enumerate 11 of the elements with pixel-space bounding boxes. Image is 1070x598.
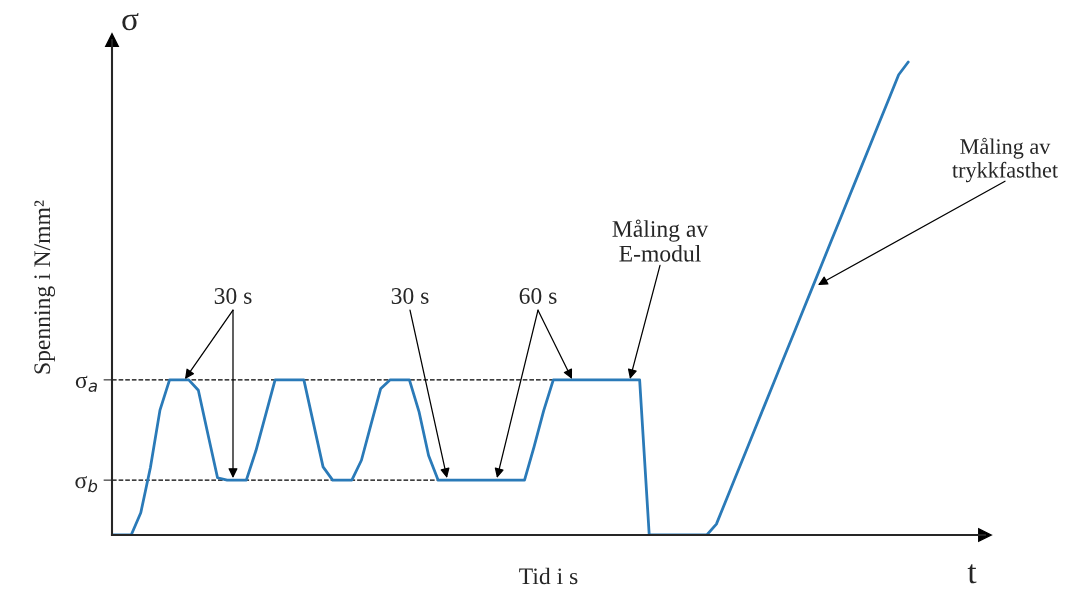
annotation: 30 s — [214, 287, 252, 304]
x-axis-title: Tid i s — [519, 567, 578, 585]
y-axis-title: Spenning i N/mm² — [34, 200, 56, 374]
annotation: 60 s — [519, 287, 557, 304]
annotation: Måling av E-modul — [612, 219, 709, 262]
annotation: 30 s — [391, 287, 429, 304]
annotation: Måling av trykkfasthet — [952, 137, 1058, 183]
ref-line-label: σ$_{b}$ — [75, 476, 98, 493]
text: t — [967, 564, 977, 584]
ref-line-label: σ$_{a}$ — [75, 375, 97, 392]
text: σ — [122, 12, 139, 31]
